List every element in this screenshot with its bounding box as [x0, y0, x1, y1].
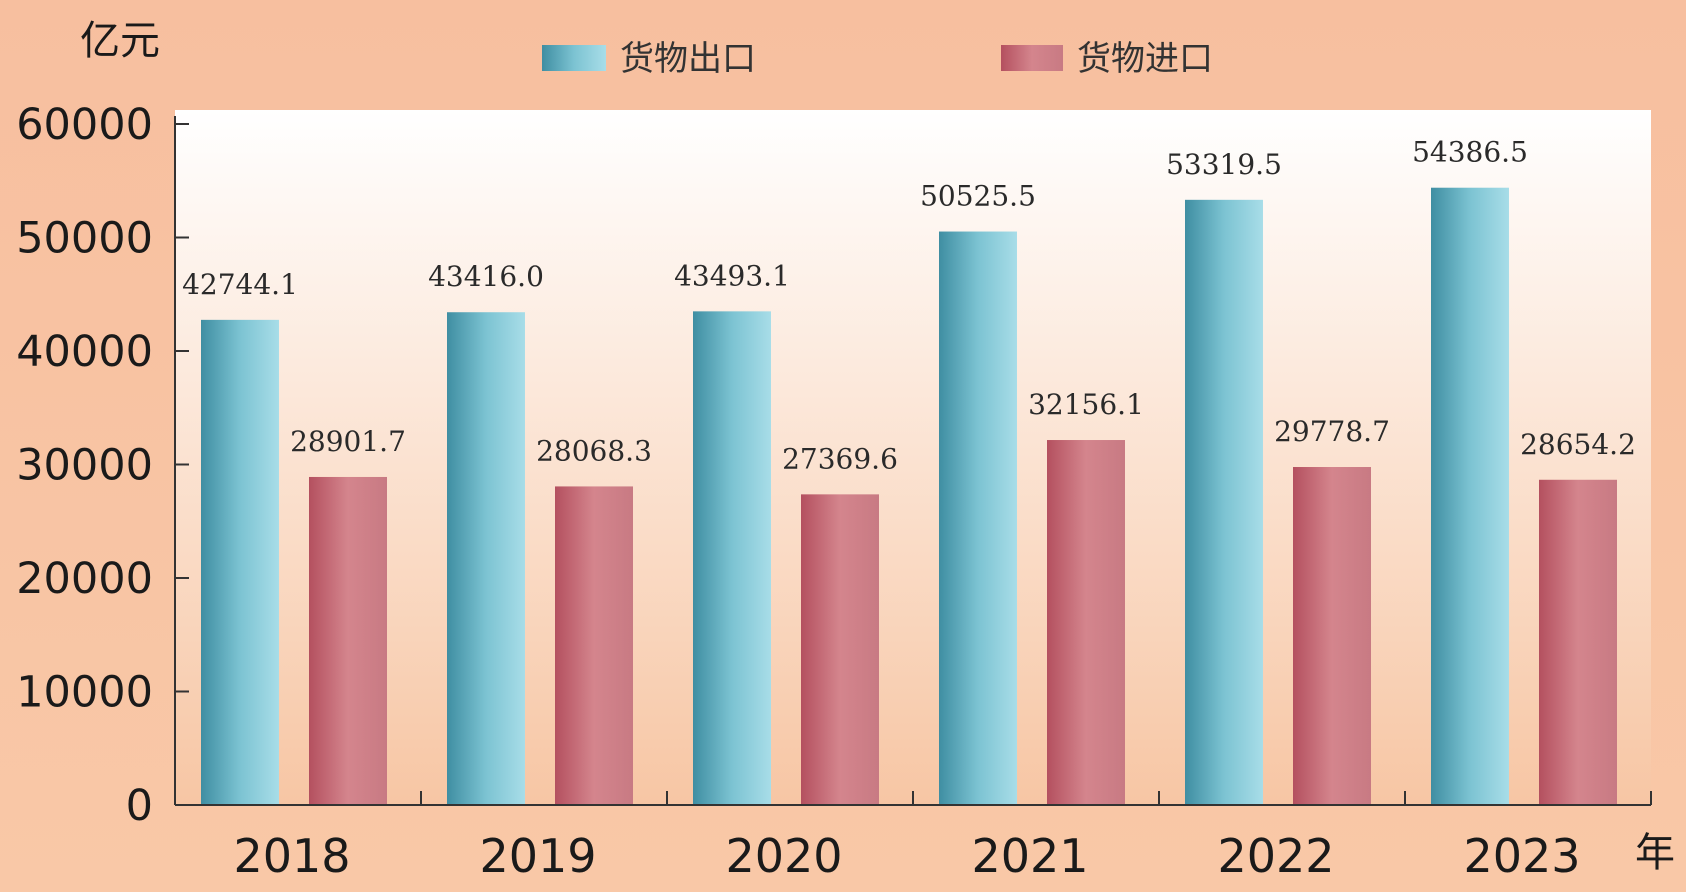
plot-area — [175, 110, 1651, 805]
bar-import — [1539, 479, 1617, 805]
bar-import — [1293, 467, 1371, 805]
bars: 42744.1 28901.7 43416.0 28068.3 43493.1 27369… — [182, 136, 1636, 805]
legend-label-export: 货物出口 — [620, 39, 756, 79]
y-axis-label: 亿元 — [80, 18, 160, 64]
x-tick-label: 2020 — [725, 829, 842, 883]
legend-swatch-import — [1001, 45, 1063, 71]
data-label-import: 28068.3 — [536, 434, 652, 467]
legend: 货物出口 货物进口 — [542, 39, 1213, 79]
bar-export — [447, 312, 525, 805]
bar-export — [693, 311, 771, 805]
y-axis: 0 10000 20000 30000 40000 50000 60000 — [16, 100, 189, 831]
x-tick-label: 2022 — [1217, 829, 1334, 883]
x-tick-label: 2023 — [1463, 829, 1580, 883]
y-tick-label: 50000 — [16, 214, 153, 264]
legend-item-import: 货物进口 — [1001, 39, 1213, 79]
y-tick-label: 10000 — [16, 668, 153, 718]
data-label-import: 28901.7 — [290, 425, 406, 458]
data-label-export: 53319.5 — [1166, 148, 1282, 181]
bar-export — [1431, 187, 1509, 805]
bar-import — [801, 494, 879, 805]
bar-export — [939, 231, 1017, 805]
y-tick-label: 0 — [126, 781, 153, 831]
legend-label-import: 货物进口 — [1077, 39, 1213, 79]
x-tick-label: 2019 — [479, 829, 596, 883]
x-axis-label: 年 — [1635, 830, 1675, 876]
bar-export — [1185, 199, 1263, 805]
x-tick-label: 2021 — [971, 829, 1088, 883]
y-tick-label: 60000 — [16, 100, 153, 150]
x-tick-label: 2018 — [233, 829, 350, 883]
data-label-import: 28654.2 — [1520, 428, 1636, 461]
x-axis: 2018 2019 2020 2021 2022 2023 — [175, 791, 1652, 883]
legend-item-export: 货物出口 — [542, 39, 756, 79]
data-label-import: 27369.6 — [782, 442, 898, 475]
data-label-export: 54386.5 — [1412, 136, 1528, 169]
bar-import — [1047, 440, 1125, 805]
data-label-export: 43493.1 — [674, 259, 790, 292]
data-label-export: 43416.0 — [428, 260, 544, 293]
bar-import — [555, 486, 633, 805]
data-label-export: 42744.1 — [182, 268, 298, 301]
bar-export — [201, 319, 279, 805]
y-tick-label: 30000 — [16, 441, 153, 491]
bar-import — [309, 476, 387, 805]
data-label-export: 50525.5 — [920, 180, 1036, 213]
y-tick-label: 40000 — [16, 327, 153, 377]
data-label-import: 29778.7 — [1274, 415, 1390, 448]
y-tick-label: 20000 — [16, 554, 153, 604]
data-label-import: 32156.1 — [1028, 388, 1144, 421]
legend-swatch-export — [542, 45, 606, 71]
